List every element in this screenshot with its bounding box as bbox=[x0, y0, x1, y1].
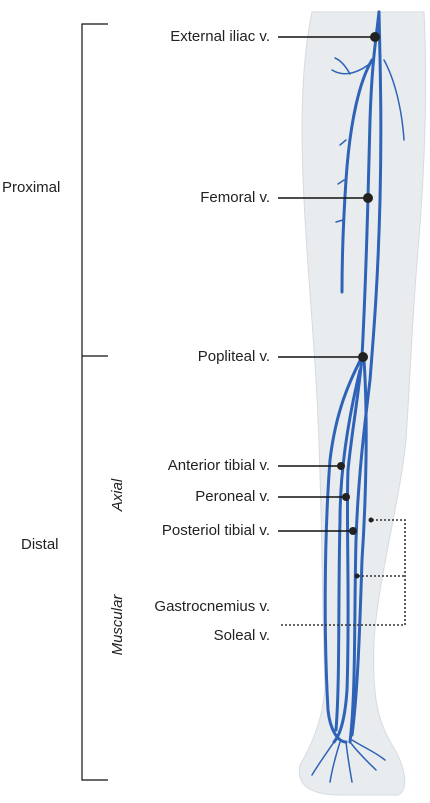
vein-label: Popliteal v. bbox=[198, 348, 270, 365]
group-label: Proximal bbox=[2, 179, 60, 196]
leg bbox=[298, 11, 427, 796]
vein-label: Femoral v. bbox=[200, 189, 270, 206]
subgroup-label: Muscular bbox=[109, 594, 126, 656]
leaders bbox=[278, 32, 406, 626]
bracket bbox=[81, 23, 108, 781]
vein-label: Peroneal v. bbox=[195, 488, 270, 505]
vein-label: External iliac v. bbox=[170, 28, 270, 45]
subgroup-label: Axial bbox=[109, 478, 126, 512]
group-label: Distal bbox=[21, 536, 59, 553]
vein-label: Gastrocnemius v. bbox=[154, 598, 270, 615]
vein-label: Soleal v. bbox=[214, 627, 270, 644]
veins bbox=[311, 10, 405, 783]
vein-label: Anterior tibial v. bbox=[168, 457, 270, 474]
vein-label: Posteriol tibial v. bbox=[162, 522, 270, 539]
